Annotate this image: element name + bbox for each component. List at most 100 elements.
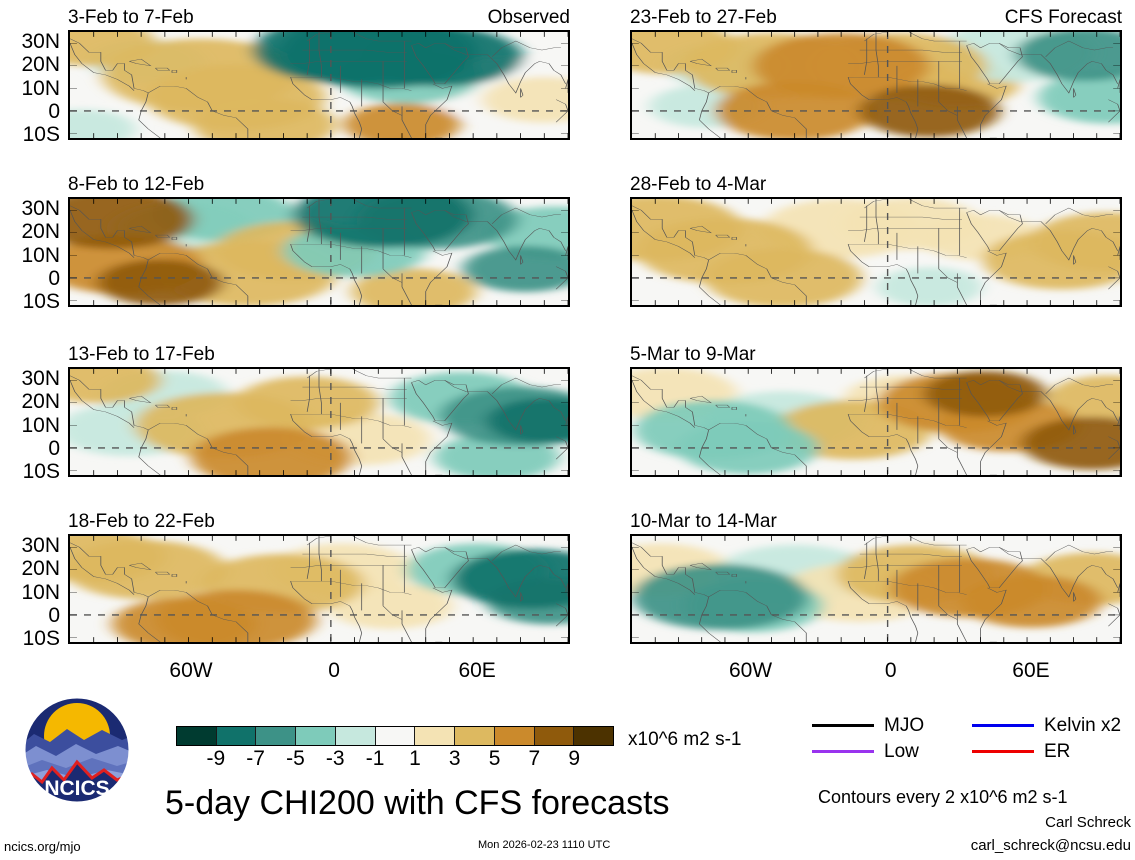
colorbar-swatch-6 [415,727,456,745]
map-area-p1 [68,30,570,140]
colorbar-tick--7: -7 [246,747,265,770]
figure-title: 5-day CHI200 with CFS forecasts [165,784,670,822]
map-panel-p5: 13-Feb to 17-Feb [68,345,570,477]
map-area-p6 [630,367,1122,477]
y-tick-label: 20N [21,557,60,581]
legend-entry-er: ER [972,742,1132,761]
legend-row: MJO Kelvin x2 [812,712,1132,738]
colorbar-tick--1: -1 [365,747,385,770]
panel-title-p1: 3-Feb to 7-Feb [68,7,194,28]
map-panel-p6: 5-Mar to 9-Mar [630,345,1122,477]
contours-note: Contours every 2 x10^6 m2 s-1 [818,787,1068,807]
colorbar-swatch-8 [494,727,535,745]
map-area-p8 [630,534,1122,644]
y-axis-labels-row4: 30N 20N 10N 0 10S [2,534,60,650]
x-tick-label: 0 [884,659,897,682]
panel-title-p7: 18-Feb to 22-Feb [68,511,215,532]
author-email: carl_schreck@ncsu.edu [970,837,1131,854]
wave-legend: MJO Kelvin x2 Low ER [812,712,1132,764]
column-header-forecast: CFS Forecast [1004,7,1122,28]
author-name: Carl Schreck [1045,814,1131,831]
map-panel-p2: 23-Feb to 27-Feb CFS Forecast [630,8,1122,140]
y-tick-label: 30N [21,196,60,220]
colorbar-swatch-3 [296,727,336,745]
panel-title-p6: 5-Mar to 9-Mar [630,344,756,365]
logo-wordmark: NCICS [44,777,109,800]
colorbar-tick--5: -5 [286,747,305,770]
legend-line-swatch [812,749,874,753]
generation-timestamp: Mon 2026-02-23 1110 UTC [478,839,611,851]
map-panel-p3: 8-Feb to 12-Feb [68,175,570,307]
y-tick-label: 20N [21,53,60,77]
x-tick-label: 60E [458,659,496,682]
y-tick-label: 10S [22,460,60,484]
map-panel-p1: 3-Feb to 7-Feb Observed [68,8,570,140]
panel-title-p4: 28-Feb to 4-Mar [630,174,767,195]
legend-line-swatch [812,723,874,727]
y-tick-label: 10N [21,413,60,437]
colorbar-swatch-5 [375,727,416,745]
map-panel-p8: 10-Mar to 14-Mar [630,512,1122,644]
panel-title-p3: 8-Feb to 12-Feb [68,174,205,195]
y-tick-label: 0 [48,436,60,460]
y-tick-label: 20N [21,390,60,414]
site-url: ncics.org/mjo [4,839,81,854]
y-tick-label: 0 [48,266,60,290]
panel-title-p5: 13-Feb to 17-Feb [68,344,215,365]
y-tick-label: 30N [21,366,60,390]
y-tick-label: 20N [21,220,60,244]
colorbar-swatch-9 [534,727,575,745]
legend-label: ER [1044,740,1071,762]
y-tick-label: 30N [21,29,60,53]
colorbar-units-label: x10^6 m2 s-1 [628,729,742,750]
x-tick-label: 60W [169,659,213,682]
y-tick-label: 10S [22,627,60,651]
colorbar-tick-7: 7 [528,747,541,770]
colorbar-swatch-2 [256,727,297,745]
map-area-p7 [68,534,570,644]
colorbar-tick-1: 1 [409,747,421,770]
map-panel-p7: 18-Feb to 22-Feb [68,512,570,644]
ncics-logo: NCICS [22,696,132,808]
y-tick-label: 10S [22,123,60,147]
legend-line-swatch [972,723,1034,727]
colorbar-tick-3: 3 [448,747,461,770]
y-tick-label: 10S [22,290,60,314]
legend-label: MJO [884,714,925,736]
colorbar-tick-labels: -9 -7 -5 -3 -1 1 3 5 7 9 [176,748,614,774]
map-area-p3 [68,197,570,307]
colorbar-tick-9: 9 [568,747,581,770]
panel-title-p2: 23-Feb to 27-Feb [630,7,777,28]
y-tick-label: 0 [48,99,60,123]
colorbar-tick-5: 5 [488,747,501,770]
x-tick-label: 0 [328,659,340,682]
map-area-p5 [68,367,570,477]
colorbar-swatch-4 [335,727,376,745]
x-tick-label: 60W [728,659,773,682]
y-tick-label: 10N [21,243,60,267]
legend-label: Low [884,740,919,762]
colorbar-swatch-7 [455,727,495,745]
y-axis-labels-row2: 30N 20N 10N 0 10S [2,196,60,313]
colorbar-swatch-0 [177,727,217,745]
colorbar-swatch-10 [574,727,614,745]
legend-label: Kelvin x2 [1044,714,1122,736]
legend-line-swatch [972,749,1034,753]
legend-entry-kelvin-x2: Kelvin x2 [972,716,1132,735]
map-panel-p4: 28-Feb to 4-Mar [630,175,1122,307]
colorbar-tick--3: -3 [325,747,345,770]
map-area-p4 [630,197,1122,307]
panel-title-p8: 10-Mar to 14-Mar [630,511,777,532]
legend-entry-mjo: MJO [812,716,972,735]
legend-row: Low ER [812,738,1132,764]
x-tick-label: 60E [1012,659,1050,682]
column-header-observed: Observed [487,7,570,28]
y-tick-label: 10N [21,76,60,100]
y-axis-labels-row3: 30N 20N 10N 0 10S [2,366,60,483]
y-tick-label: 10N [21,580,60,604]
colorbar-swatch-1 [216,727,257,745]
y-axis-labels-row1: 30N 20N 10N 0 10S [2,29,60,146]
y-tick-label: 0 [48,603,60,627]
colorbar-tick--9: -9 [206,747,226,770]
legend-entry-low: Low [812,742,972,761]
